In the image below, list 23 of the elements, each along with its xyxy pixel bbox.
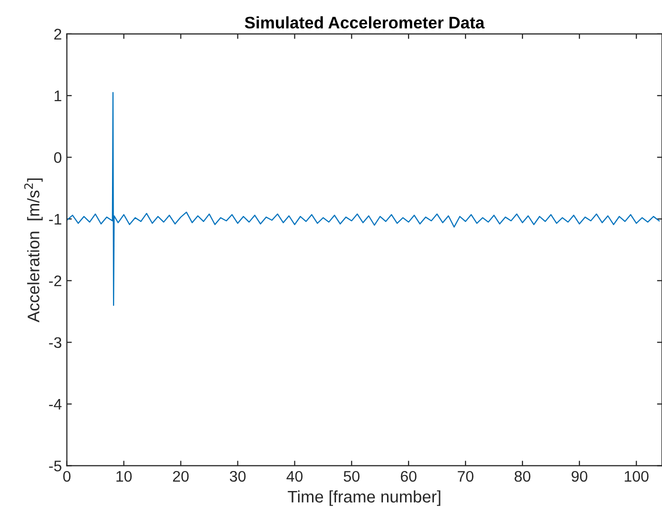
x-tick-label: 90	[572, 470, 588, 482]
x-tick-label: 60	[400, 470, 416, 482]
y-tick-label: -2	[49, 276, 62, 286]
x-tick-label: 80	[514, 470, 530, 482]
x-tick-label: 0	[63, 470, 71, 482]
x-tick-label: 40	[286, 470, 303, 482]
x-tick-label: 100	[624, 470, 649, 482]
y-tick-label: 1	[54, 90, 62, 102]
y-axis-title: Acceleration [m/s$^{2}$]	[24, 178, 43, 322]
y-tick-label: -5	[49, 460, 62, 472]
x-tick-label: 10	[116, 470, 132, 482]
x-axis-title: Time [frame number]	[288, 490, 440, 506]
x-tick-label: 20	[173, 470, 189, 482]
y-tick-label: 2	[54, 28, 62, 40]
x-tick-label: 70	[458, 470, 474, 482]
line-series	[66, 92, 660, 306]
chart-title: Simulated Accelerometer Data	[244, 16, 485, 29]
y-tick-label: 0	[54, 152, 62, 163]
x-tick-label: 50	[344, 470, 360, 482]
y-tick-label: -3	[49, 337, 62, 348]
y-tick-label: -1	[49, 214, 62, 224]
y-tick-label: -4	[49, 399, 62, 410]
x-tick-label: 30	[230, 470, 246, 482]
